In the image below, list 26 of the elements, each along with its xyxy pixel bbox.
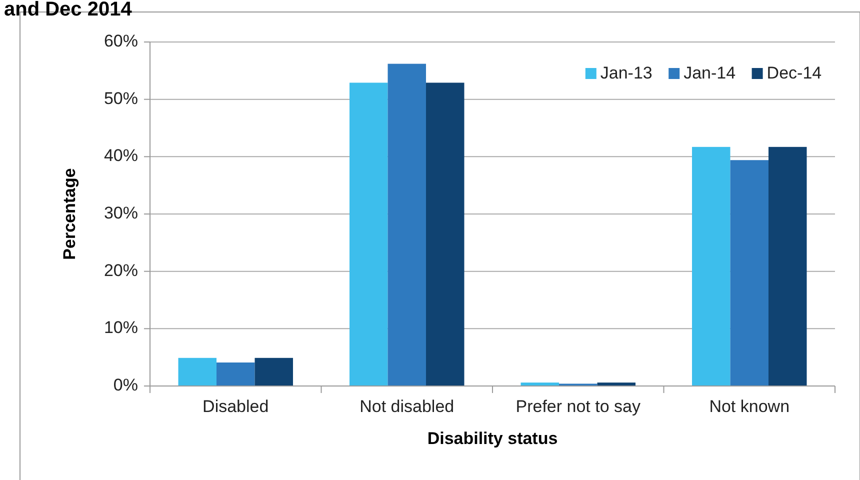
bar [178, 358, 216, 386]
y-tick-label: 10% [104, 318, 138, 338]
bar [426, 82, 464, 386]
x-tick-label: Prefer not to say [516, 397, 641, 416]
y-tick-label: 30% [104, 203, 138, 222]
bar [254, 358, 293, 386]
y-tick-label: 0% [113, 375, 138, 394]
x-tick-label: Disabled [202, 397, 269, 416]
bar [768, 146, 807, 386]
legend-label: Jan-13 [600, 63, 652, 82]
y-tick-label: 60% [104, 31, 138, 50]
y-tick-label: 20% [104, 260, 138, 280]
y-tick-label: 50% [104, 88, 138, 108]
x-tick-label: Not disabled [360, 397, 454, 416]
bar [692, 146, 730, 386]
bar [350, 82, 388, 386]
legend-label: Jan-14 [684, 63, 736, 82]
legend-label: Dec-14 [766, 63, 822, 82]
y-axis-title: Percentage [60, 168, 79, 260]
bar [388, 64, 426, 386]
x-tick-label: Not known [709, 397, 790, 416]
bar [216, 362, 255, 386]
y-tick-label: 40% [104, 146, 138, 166]
bar [730, 160, 768, 386]
chart-title: and Dec 2014 [4, 0, 133, 20]
x-axis-title: Disability status [427, 429, 558, 448]
